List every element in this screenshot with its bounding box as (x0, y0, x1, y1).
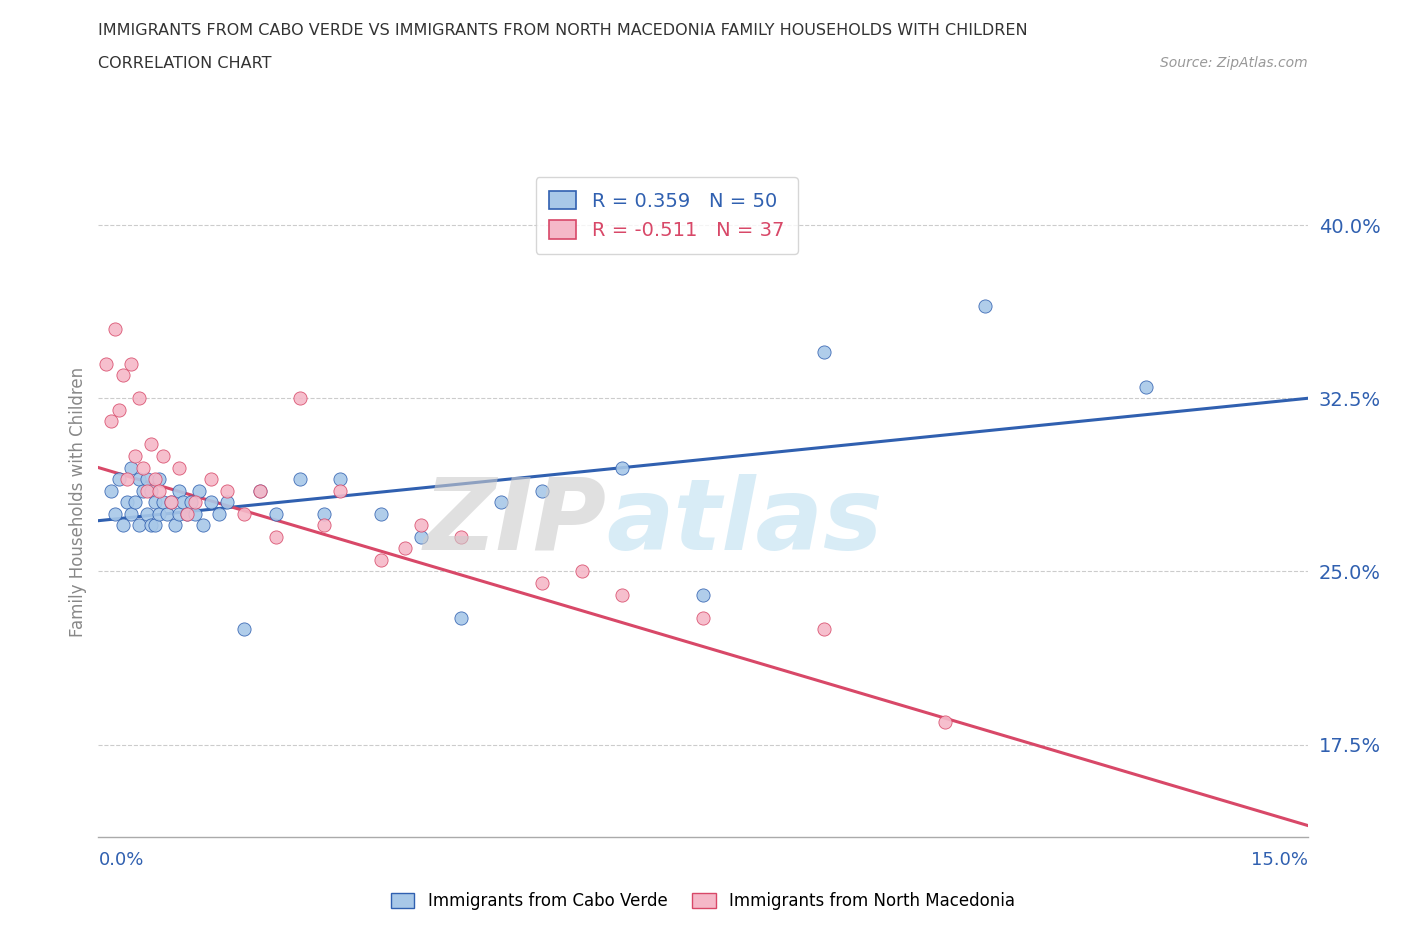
Point (139, 437, 162, 452)
Point (370, 552, 392, 567)
Point (167, 460, 190, 475)
Text: atlas: atlas (606, 473, 883, 571)
Point (370, 506, 392, 521)
Point (120, 460, 142, 475)
Point (180, 495, 202, 510)
Point (124, 495, 146, 510)
Point (120, 356, 142, 371)
Point (249, 484, 271, 498)
Point (193, 518, 215, 533)
Point (612, 460, 634, 475)
Text: Source: ZipAtlas.com: Source: ZipAtlas.com (1160, 56, 1308, 70)
Point (530, 484, 553, 498)
Point (232, 506, 254, 521)
Point (329, 484, 352, 498)
Point (111, 367, 134, 382)
Point (314, 506, 336, 521)
Text: ZIP: ZIP (423, 473, 606, 571)
Legend: R = 0.359   N = 50, R = -0.511   N = 37: R = 0.359 N = 50, R = -0.511 N = 37 (536, 177, 799, 254)
Point (135, 484, 157, 498)
Point (450, 610, 472, 625)
Point (491, 495, 513, 510)
Point (530, 576, 553, 591)
Point (176, 506, 198, 521)
Point (217, 484, 239, 498)
Point (135, 506, 157, 521)
Point (128, 518, 150, 533)
Point (314, 518, 336, 533)
Point (264, 529, 287, 544)
Y-axis label: Family Households with Children: Family Households with Children (69, 367, 87, 637)
Point (974, 299, 997, 313)
Point (156, 506, 179, 521)
Point (329, 472, 352, 486)
Point (107, 472, 129, 486)
Point (288, 391, 311, 405)
Point (100, 414, 122, 429)
Point (208, 506, 231, 521)
Point (128, 391, 150, 405)
Point (217, 495, 239, 510)
Point (148, 506, 170, 521)
Point (200, 495, 222, 510)
Point (96, 356, 118, 371)
Point (128, 472, 150, 486)
Point (163, 518, 186, 533)
Point (120, 506, 142, 521)
Point (188, 484, 211, 498)
Point (148, 472, 170, 486)
Point (143, 472, 166, 486)
Point (612, 587, 634, 602)
Point (152, 448, 174, 463)
Point (249, 484, 271, 498)
Point (139, 484, 162, 498)
Point (103, 322, 125, 337)
Point (143, 518, 166, 533)
Point (103, 506, 125, 521)
Point (288, 472, 311, 486)
Point (934, 714, 956, 729)
Point (184, 506, 207, 521)
Point (135, 472, 157, 486)
Point (450, 529, 472, 544)
Point (167, 506, 190, 521)
Point (813, 345, 835, 360)
Point (107, 403, 129, 418)
Legend: Immigrants from Cabo Verde, Immigrants from North Macedonia: Immigrants from Cabo Verde, Immigrants f… (384, 885, 1022, 917)
Point (232, 622, 254, 637)
Point (132, 484, 155, 498)
Point (409, 518, 432, 533)
Point (115, 495, 138, 510)
Point (167, 484, 190, 498)
Point (176, 506, 198, 521)
Point (139, 518, 162, 533)
Point (100, 484, 122, 498)
Point (409, 529, 432, 544)
Point (152, 495, 174, 510)
Point (1135, 379, 1157, 394)
Point (172, 495, 194, 510)
Point (124, 448, 146, 463)
Point (160, 495, 183, 510)
Point (200, 472, 222, 486)
Text: IMMIGRANTS FROM CABO VERDE VS IMMIGRANTS FROM NORTH MACEDONIA FAMILY HOUSEHOLDS : IMMIGRANTS FROM CABO VERDE VS IMMIGRANTS… (98, 23, 1028, 38)
Point (143, 495, 166, 510)
Point (115, 472, 138, 486)
Point (571, 564, 593, 578)
Point (813, 622, 835, 637)
Point (692, 587, 714, 602)
Point (184, 495, 207, 510)
Point (692, 610, 714, 625)
Text: 0.0%: 0.0% (98, 851, 143, 869)
Text: 15.0%: 15.0% (1250, 851, 1308, 869)
Point (132, 460, 155, 475)
Point (111, 518, 134, 533)
Text: CORRELATION CHART: CORRELATION CHART (98, 56, 271, 71)
Point (394, 541, 416, 556)
Point (264, 506, 287, 521)
Point (160, 495, 183, 510)
Point (148, 484, 170, 498)
